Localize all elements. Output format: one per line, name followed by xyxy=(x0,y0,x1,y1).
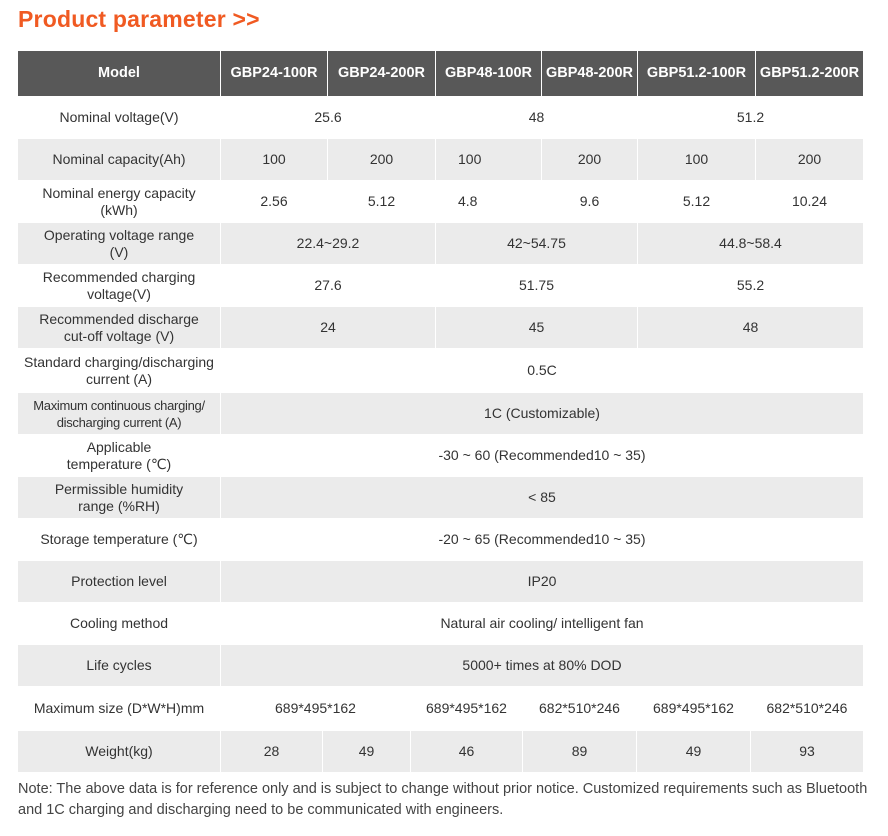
row-label-line: Operating voltage range xyxy=(43,226,195,243)
footnote: Note: The above data is for reference on… xyxy=(18,781,868,818)
model-header-cell: GBP48-200R xyxy=(542,51,638,97)
value-cell: 0.5C xyxy=(221,349,864,393)
model-header-cell: GBP24-200R xyxy=(328,51,436,97)
value-cell: 49 xyxy=(323,731,411,773)
value-cell: 5.12 xyxy=(638,181,756,223)
row-label-line: (V) xyxy=(109,243,129,260)
row-label: Cooling method xyxy=(18,603,221,645)
row-label: Life cycles xyxy=(18,645,221,687)
row-label: Protection level xyxy=(18,561,221,603)
value-cell: 24 xyxy=(221,307,436,349)
value-cell: 689*495*162 xyxy=(637,687,751,731)
value-cell: 689*495*162 xyxy=(411,687,523,731)
row-label-line: temperature (℃) xyxy=(66,455,172,472)
row-label: Permissible humidity range (%RH) xyxy=(18,477,221,519)
value-cell: 100 xyxy=(221,139,328,181)
product-parameter-table: Model GBP24-100R GBP24-200R GBP48-100R G… xyxy=(18,51,864,773)
value-cell: 682*510*246 xyxy=(751,687,864,731)
row-label: Operating voltage range (V) xyxy=(18,223,221,265)
value-cell: 48 xyxy=(638,307,864,349)
value-cell: 1C (Customizable) xyxy=(221,393,864,435)
value-cell: 100 xyxy=(638,139,756,181)
row-label: Nominal capacity(Ah) xyxy=(18,139,221,181)
model-header-cell: GBP51.2-100R xyxy=(638,51,756,97)
row-label-line: voltage(V) xyxy=(87,285,151,302)
model-header-cell: GBP24-100R xyxy=(221,51,328,97)
row-label-line: Permissible humidity xyxy=(54,480,184,497)
value-cell: 89 xyxy=(523,731,637,773)
value-cell: 51.2 xyxy=(638,97,864,139)
value-cell: < 85 xyxy=(221,477,864,519)
row-label: Recommended discharge cut-off voltage (V… xyxy=(18,307,221,349)
value-cell: 5.12 xyxy=(328,181,436,223)
value-cell: 10.24 xyxy=(756,181,864,223)
model-header: Model xyxy=(18,51,221,97)
row-label-line: Maximum continuous charging/ xyxy=(33,397,205,413)
row-label-line: Recommended charging xyxy=(42,268,196,285)
value-cell: 93 xyxy=(751,731,864,773)
value-cell: 100 xyxy=(436,139,542,181)
value-cell: 682*510*246 xyxy=(523,687,637,731)
value-cell: 49 xyxy=(637,731,751,773)
value-cell: Natural air cooling/ intelligent fan xyxy=(221,603,864,645)
row-label-line: Nominal energy capacity xyxy=(42,184,196,201)
value-cell: 200 xyxy=(542,139,638,181)
row-label-line: Recommended discharge xyxy=(39,310,199,327)
value-cell: 51.75 xyxy=(436,265,638,307)
value-cell: 200 xyxy=(756,139,864,181)
value-cell: 689*495*162 xyxy=(221,687,411,731)
row-label: Recommended charging voltage(V) xyxy=(18,265,221,307)
value-cell: 46 xyxy=(411,731,523,773)
value-cell: 27.6 xyxy=(221,265,436,307)
model-header-cell: GBP51.2-200R xyxy=(756,51,864,97)
value-cell: 25.6 xyxy=(221,97,436,139)
value-cell: 200 xyxy=(328,139,436,181)
value-cell: 44.8~58.4 xyxy=(638,223,864,265)
value-cell: 55.2 xyxy=(638,265,864,307)
value-cell: -30 ~ 60 (Recommended10 ~ 35) xyxy=(221,435,864,477)
row-label: Nominal voltage(V) xyxy=(18,97,221,139)
value-cell: IP20 xyxy=(221,561,864,603)
row-label: Applicable temperature (℃) xyxy=(18,435,221,477)
row-label-line: Applicable xyxy=(86,438,152,455)
model-header-cell: GBP48-100R xyxy=(436,51,542,97)
value-cell: 42~54.75 xyxy=(436,223,638,265)
row-label: Maximum size (D*W*H)mm xyxy=(18,687,221,731)
row-label: Weight(kg) xyxy=(18,731,221,773)
page-title: Product parameter >> xyxy=(18,6,260,32)
row-label: Maximum continuous charging/ discharging… xyxy=(18,393,221,435)
value-cell: -20 ~ 65 (Recommended10 ~ 35) xyxy=(221,519,864,561)
row-label-line: discharging current (A) xyxy=(56,414,182,430)
value-cell: 9.6 xyxy=(542,181,638,223)
value-cell: 2.56 xyxy=(221,181,328,223)
value-cell: 48 xyxy=(436,97,638,139)
row-label-line: cut-off voltage (V) xyxy=(63,327,175,344)
row-label-line: range (%RH) xyxy=(78,497,160,514)
row-label: Nominal energy capacity (kWh) xyxy=(18,181,221,223)
row-label: Standard charging/discharging current (A… xyxy=(18,349,221,393)
value-cell: 5000+ times at 80% DOD xyxy=(221,645,864,687)
value-cell: 45 xyxy=(436,307,638,349)
row-label-line: current (A) xyxy=(85,370,153,387)
row-label-line: Standard charging/discharging xyxy=(24,353,214,370)
value-cell: 4.8 xyxy=(436,181,542,223)
value-cell: 22.4~29.2 xyxy=(221,223,436,265)
value-cell: 28 xyxy=(221,731,323,773)
row-label-line: (kWh) xyxy=(100,201,138,218)
row-label: Storage temperature (℃) xyxy=(18,519,221,561)
